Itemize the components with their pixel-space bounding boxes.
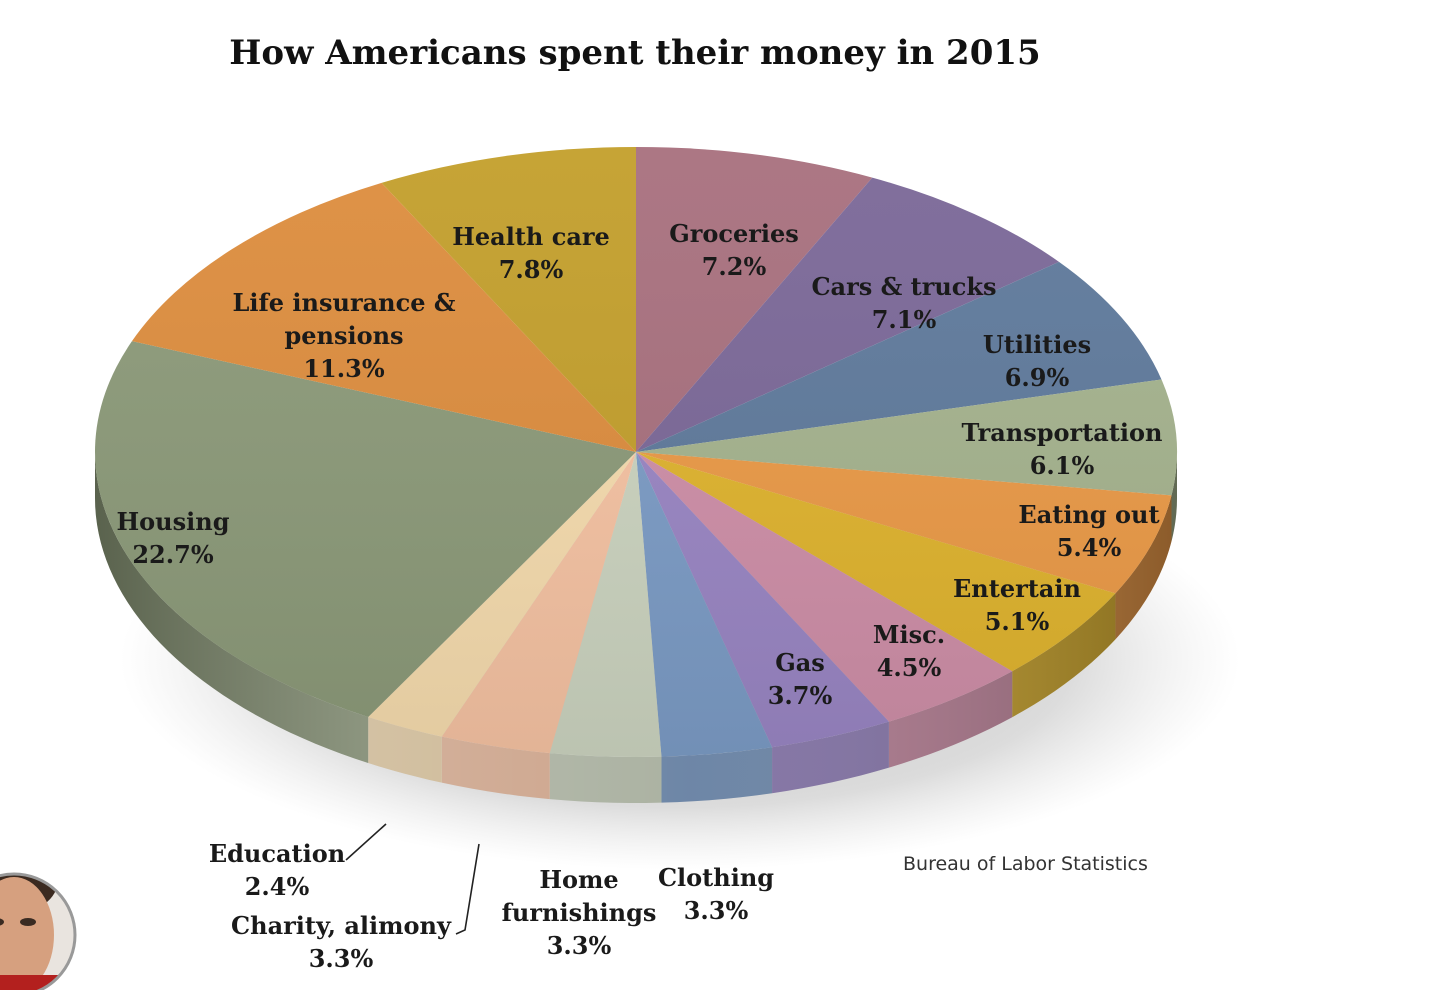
charity-leader-line <box>455 843 480 935</box>
slice-name-transportation: Transportation <box>962 418 1163 447</box>
slice-value-eating-out: 5.4% <box>1057 533 1122 562</box>
slice-value-health-care: 7.8% <box>499 255 564 284</box>
pie-top-sheen <box>95 147 1177 757</box>
source-note: Bureau of Labor Statistics <box>903 853 1148 875</box>
slice-name-health-care: Health care <box>452 222 610 251</box>
slice-name-home-furnishings: Home <box>539 865 618 894</box>
label-utilities: Utilities 6.9% <box>983 330 1091 392</box>
slice-name-utilities: Utilities <box>983 330 1091 359</box>
label-cars-trucks: Cars & trucks 7.1% <box>811 272 996 334</box>
slice-value-transportation: 6.1% <box>1030 451 1095 480</box>
slice-name-cars-trucks: Cars & trucks <box>811 272 996 301</box>
slice-name-eating-out: Eating out <box>1018 500 1159 529</box>
label-entertain: Entertain 5.1% <box>953 574 1081 636</box>
slice-labels-group: Groceries 7.2% Cars & trucks 7.1% Utilities 6… <box>117 219 1163 973</box>
slice-value-utilities: 6.9% <box>1005 363 1070 392</box>
chart-title: How Americans spent their money in 2015 <box>229 33 1040 73</box>
slice-name-housing: Housing <box>117 507 230 536</box>
slice-name-home-furnishings: furnishings <box>502 898 657 927</box>
slice-value-education: 2.4% <box>245 872 310 901</box>
slice-name-entertain: Entertain <box>953 574 1081 603</box>
slice-name-education: Education <box>209 839 345 868</box>
slice-name-life-insurance-pensions: Life insurance & <box>232 288 455 317</box>
label-charity-alimony: Charity, alimony 3.3% <box>231 911 452 973</box>
label-housing: Housing 22.7% <box>117 507 230 569</box>
slice-value-groceries: 7.2% <box>702 252 767 281</box>
label-transportation: Transportation 6.1% <box>962 418 1163 480</box>
slice-name-charity-alimony: Charity, alimony <box>231 911 452 940</box>
pie-sheen-group <box>95 147 1177 757</box>
label-home-furnishings: Home furnishings 3.3% <box>502 865 657 960</box>
slice-value-gas: 3.7% <box>768 681 833 710</box>
label-misc: Misc. 4.5% <box>873 620 945 682</box>
label-health-care: Health care 7.8% <box>452 222 610 284</box>
slice-value-housing: 22.7% <box>132 540 213 569</box>
slice-name-life-insurance-pensions: pensions <box>284 321 403 350</box>
slice-name-groceries: Groceries <box>669 219 799 248</box>
label-eating-out: Eating out 5.4% <box>1018 500 1159 562</box>
slice-value-home-furnishings: 3.3% <box>547 931 612 960</box>
education-leader-line <box>345 823 387 861</box>
slice-value-clothing: 3.3% <box>684 896 749 925</box>
pie-side-group <box>95 452 1177 803</box>
label-clothing: Clothing 3.3% <box>658 863 774 925</box>
label-life-insurance-pensions: Life insurance & pensions 11.3% <box>232 288 455 383</box>
slice-name-misc: Misc. <box>873 620 945 649</box>
slice-value-misc: 4.5% <box>877 653 942 682</box>
slice-value-charity-alimony: 3.3% <box>309 944 374 973</box>
slice-value-entertain: 5.1% <box>985 607 1050 636</box>
label-groceries: Groceries 7.2% <box>669 219 799 281</box>
presenter-avatar <box>0 872 77 990</box>
slice-name-gas: Gas <box>775 648 825 677</box>
slice-name-clothing: Clothing <box>658 863 774 892</box>
slice-value-life-insurance-pensions: 11.3% <box>303 354 384 383</box>
label-education: Education 2.4% <box>209 839 345 901</box>
slice-value-cars-trucks: 7.1% <box>872 305 937 334</box>
label-gas: Gas 3.7% <box>768 648 833 710</box>
